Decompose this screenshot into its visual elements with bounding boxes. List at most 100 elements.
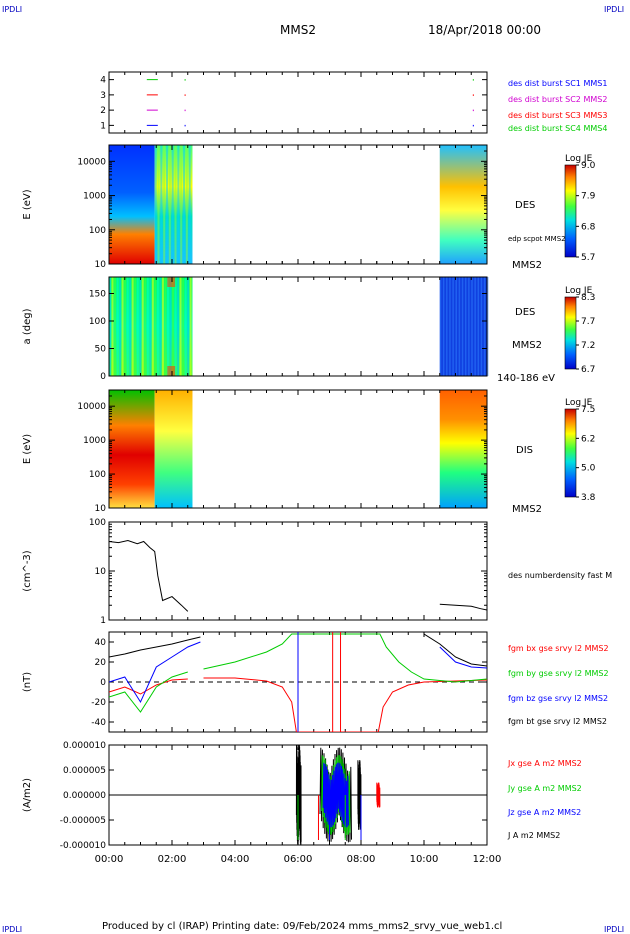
corner-label-tr: IPDLI (604, 5, 624, 14)
pa-streak (179, 277, 182, 376)
y-tick-label: 3 (100, 91, 106, 101)
pa-streak (136, 277, 139, 376)
y-axis-label: (A/m2) (22, 778, 33, 812)
colorbar-title: Log JE (565, 286, 593, 296)
des-spectrogram-streak (171, 145, 174, 264)
dis-block-transition (154, 390, 193, 508)
pa-streak (177, 277, 180, 376)
des-spectrogram-streak (163, 145, 166, 264)
pa-streak (141, 277, 144, 376)
des-spectrogram-streak (180, 145, 183, 264)
colorbar-3 (564, 408, 577, 498)
pa-streak (169, 277, 172, 376)
pa-streak (166, 277, 169, 376)
current-burst-0 (295, 745, 302, 845)
corner-label-br: IPDLI (604, 925, 624, 934)
burst-marker-1 (184, 124, 186, 127)
des-spectrogram-streak (160, 145, 163, 264)
y-axis-label: a (deg) (22, 308, 33, 344)
des-spectrogram-block-late (439, 145, 487, 264)
pa-streak (126, 277, 129, 376)
y-tick-label: 1 (100, 121, 106, 131)
pa-streak (109, 277, 111, 376)
des-panel-label: DES (515, 200, 535, 211)
colorbar-tick-label: 6.8 (581, 222, 596, 232)
y-tick-label: 1 (100, 616, 106, 626)
pa-streak (182, 277, 185, 376)
y-tick-label: 20 (95, 658, 107, 668)
y-tick-label: 1000 (83, 192, 106, 202)
des-spectrogram-streak (183, 145, 186, 264)
y-tick-label: 100 (89, 317, 106, 327)
colorbar-tick-label: 7.5 (581, 405, 595, 415)
pa-streak (442, 277, 445, 376)
dis-sc-label: MMS2 (512, 504, 542, 515)
corner-label-tl: IPDLI (2, 5, 22, 14)
pa-streak (458, 277, 461, 376)
pa-streak (151, 277, 154, 376)
y-tick-label: 4 (100, 76, 106, 86)
x-tick-label: 12:00 (473, 854, 502, 865)
pa-streak (144, 277, 147, 376)
burst-legend-entry: des dist burst SC4 MMS4 (508, 124, 607, 133)
current-legend-entry: J A m2 MMS2 (507, 831, 560, 840)
pa-streak (159, 277, 162, 376)
y-tick-label: 40 (95, 638, 107, 648)
x-tick-label: 10:00 (410, 854, 439, 865)
dis-block-early (109, 390, 155, 508)
pa-streak (146, 277, 149, 376)
pa-streak (474, 277, 476, 376)
pa-streak (471, 277, 473, 376)
y-tick-label: 10000 (77, 402, 106, 412)
y-tick-label: 100 (89, 518, 106, 528)
burst-marker-2 (184, 109, 186, 112)
pa-panel-label: DES (515, 307, 535, 318)
y-tick-label: 10 (95, 504, 107, 514)
plot-area: 1 2 3 4 des dist burst SC1 MMS1 des dist burs… (22, 71, 612, 865)
burst-marker-4 (472, 79, 474, 81)
des-spectrogram-streak (166, 145, 169, 264)
y-tick-label: 0 (100, 372, 106, 382)
bfield-line-3 (109, 633, 487, 667)
pa-streak (461, 277, 464, 376)
panel-frame-4 (108, 521, 488, 621)
pa-streak (483, 277, 486, 376)
y-tick-label: 100 (89, 226, 106, 236)
pa-streak (189, 277, 192, 376)
y-tick-label: 0.000000 (63, 791, 106, 801)
current-burst-5 (376, 782, 381, 808)
bfield-legend-entry: fgm bt gse srvy l2 MMS2 (508, 717, 607, 726)
y-axis-label: E (eV) (22, 434, 33, 464)
bfield-legend-entry: fgm bz gse srvy l2 MMS2 (508, 694, 608, 703)
pa-sc-label: MMS2 (512, 340, 542, 351)
pa-streak (480, 277, 483, 376)
bfield-line-0 (109, 677, 487, 732)
colorbar-tick-label: 8.3 (581, 293, 595, 303)
des-spectrogram-streak (185, 145, 188, 264)
x-tick-label: 00:00 (95, 854, 124, 865)
pa-streak (149, 277, 152, 376)
pa-streak (119, 277, 122, 376)
current-legend-entry: Jz gse A m2 MMS2 (507, 808, 581, 817)
x-tick-label: 04:00 (221, 854, 250, 865)
y-tick-label: 150 (89, 290, 106, 300)
des-spectrogram-streak (188, 145, 191, 264)
colorbar-2 (564, 296, 577, 370)
pa-streak (116, 277, 119, 376)
pa-streak (154, 277, 157, 376)
current-burst-3 (322, 762, 349, 828)
colorbar-tick-label: 7.9 (581, 192, 596, 202)
pa-streak (121, 277, 124, 376)
pa-streak (161, 277, 164, 376)
burst-legend-entry: des dist burst SC2 MMS2 (508, 95, 607, 104)
x-tick-label: 08:00 (347, 854, 376, 865)
colorbar-tick-label: 9.0 (581, 161, 596, 171)
bfield-line-1 (109, 633, 487, 713)
colorbar-title: Log JE (565, 398, 593, 408)
current-legend-entry: Jx gse A m2 MMS2 (507, 759, 582, 768)
y-tick-label: 0.000010 (63, 741, 106, 751)
pa-streak (164, 277, 167, 376)
y-tick-label: 100 (89, 470, 106, 480)
footer-credit: Produced by cl (IRAP) Printing date: 09/… (102, 921, 502, 932)
